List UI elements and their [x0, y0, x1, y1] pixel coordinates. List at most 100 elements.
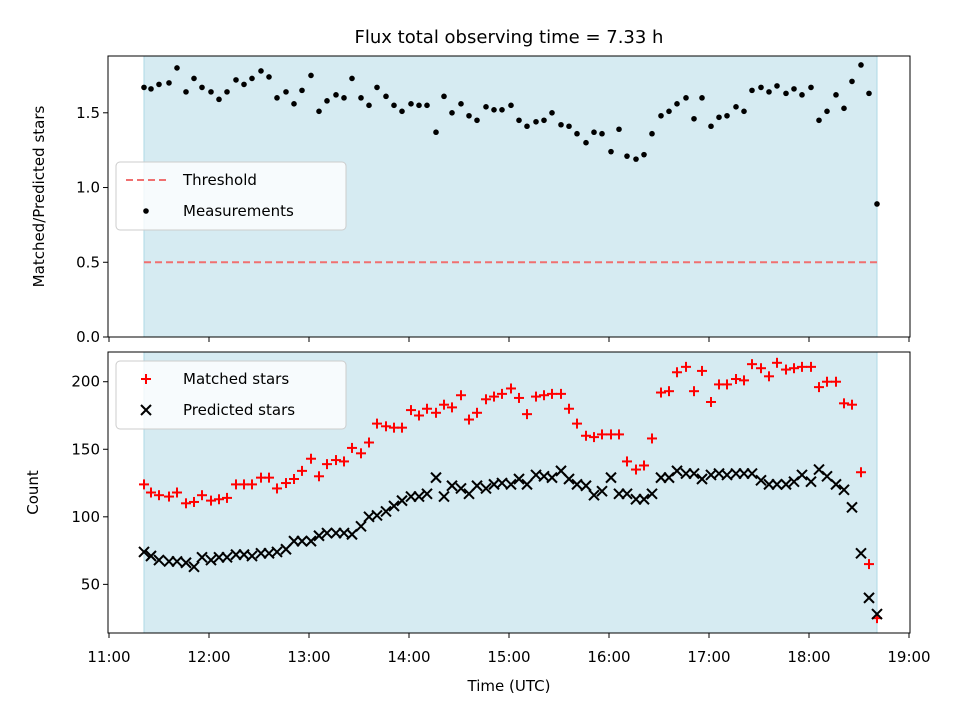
x-axis-label: Time (UTC) [467, 677, 551, 695]
data-point [506, 383, 516, 394]
data-point [356, 448, 366, 459]
x-mark-b [638, 493, 650, 505]
data-point [516, 117, 522, 124]
data-point [596, 485, 608, 497]
legend-label: Matched stars [183, 370, 289, 388]
data-point [148, 86, 154, 92]
x-mark-b [805, 475, 817, 488]
data-point [846, 501, 858, 514]
data-point [624, 153, 630, 159]
data-point [347, 442, 357, 453]
data-point [821, 470, 833, 482]
data-point [556, 388, 566, 399]
data-point [783, 90, 789, 97]
x-mark-b [813, 463, 825, 476]
series-dot [141, 62, 880, 207]
data-point [316, 108, 322, 115]
x-mark-b [796, 469, 808, 481]
data-point [308, 72, 314, 79]
x-mark-b [480, 482, 492, 495]
data-point [789, 363, 799, 374]
data-point [438, 490, 450, 503]
data-point [341, 95, 347, 101]
y-tick-label: 1.5 [76, 104, 100, 122]
x-mark-b [746, 467, 758, 480]
data-point [722, 379, 732, 390]
y-tick-label: 0.0 [76, 328, 100, 346]
data-point [145, 550, 157, 562]
data-point [399, 108, 405, 115]
y-tick-label: 100 [71, 508, 100, 526]
data-point [621, 488, 633, 500]
data-point [514, 392, 524, 403]
data-point [430, 471, 442, 484]
data-point [456, 390, 466, 401]
data-point [224, 89, 230, 95]
data-point [563, 473, 575, 485]
data-point [838, 484, 850, 496]
data-point [697, 365, 707, 376]
data-point [381, 421, 391, 432]
x-mark-b [271, 546, 283, 558]
x-tick-label: 14:00 [387, 648, 430, 666]
data-point [180, 557, 192, 569]
data-point [824, 108, 830, 115]
legend-label: Measurements [183, 202, 294, 220]
data-point [841, 105, 847, 112]
data-point [264, 472, 274, 483]
data-point [547, 388, 557, 399]
x-mark-b [430, 471, 442, 484]
data-point [281, 478, 291, 489]
data-point [483, 104, 489, 110]
data-point [746, 467, 758, 480]
data-point [574, 130, 580, 137]
data-point [321, 527, 333, 539]
legend: Threshold Measurements [115, 161, 347, 231]
data-point [383, 93, 389, 100]
x-axis: 11:00 12:00 13:00 14:00 15:00 16:00 17:00 18:00… [87, 648, 930, 666]
data-point [622, 456, 632, 467]
data-point [830, 478, 842, 491]
data-point [171, 555, 183, 568]
x-mark-b [471, 480, 483, 492]
data-point [558, 121, 564, 128]
data-point [689, 386, 699, 397]
data-point [143, 208, 149, 214]
x-mark-b [246, 550, 258, 562]
data-point [799, 92, 805, 98]
data-point [183, 89, 189, 95]
data-point [856, 467, 866, 478]
data-point [724, 112, 730, 119]
x-mark-b [488, 478, 500, 491]
data-point [771, 478, 783, 491]
x-mark-b [221, 551, 233, 564]
data-point [346, 528, 358, 541]
data-point [855, 547, 867, 560]
data-point [833, 92, 839, 98]
data-point [781, 364, 791, 375]
data-point [658, 112, 664, 119]
x-mark-b [671, 465, 683, 477]
data-point [331, 455, 341, 466]
data-point [608, 148, 614, 155]
x-mark-b [421, 488, 433, 500]
data-point [639, 460, 649, 471]
data-point [796, 469, 808, 481]
data-point [421, 488, 433, 500]
x-mark-b [555, 465, 567, 477]
data-point [822, 376, 832, 387]
data-point [766, 89, 772, 95]
data-point [474, 117, 480, 124]
data-point [433, 129, 439, 136]
data-point [206, 495, 216, 506]
data-point [481, 394, 491, 405]
data-point [664, 386, 674, 397]
legend-box [115, 360, 347, 430]
x-mark-b [363, 511, 375, 523]
data-point [439, 399, 449, 410]
data-point [221, 551, 233, 564]
y-tick-label: 1.0 [76, 179, 100, 197]
data-point [571, 478, 583, 491]
data-point [863, 592, 875, 604]
